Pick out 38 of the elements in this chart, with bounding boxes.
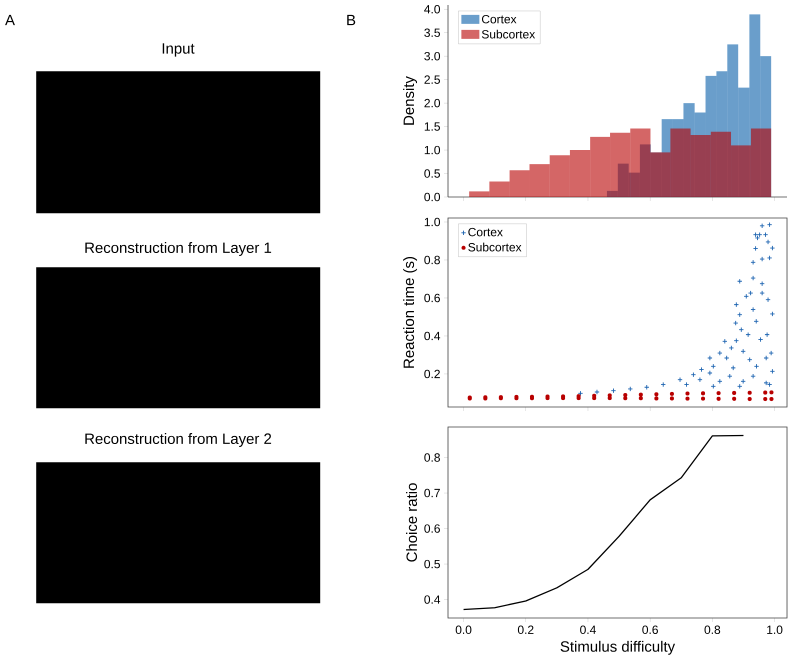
y-tick-label: 0.2 — [424, 370, 440, 378]
y-tick-label: 0.7 — [424, 488, 440, 498]
x-tick-label: 1.0 — [767, 626, 782, 634]
y-axis-title: Reaction time (s) — [403, 256, 418, 368]
text: Input — [162, 43, 195, 57]
text: B — [347, 14, 356, 26]
y-tick-label: 3.0 — [424, 52, 440, 60]
x-tick-label: 0.6 — [642, 626, 658, 634]
x-tick-label: 0.8 — [704, 626, 720, 634]
y-tick-label: 0.0 — [424, 192, 440, 202]
text: A — [5, 14, 15, 26]
y-tick-label: 0.4 — [424, 332, 440, 340]
text: Reconstruction from Layer 1 — [85, 242, 272, 256]
x-axis-title: Stimulus difficulty — [560, 640, 676, 655]
y-tick-label: 0.8 — [424, 256, 440, 264]
x-tick-label: 0.2 — [518, 626, 534, 634]
y-axis-title: Choice ratio — [406, 483, 418, 562]
x-tick-label: 0.0 — [456, 626, 472, 634]
y-tick-label: 4.0 — [424, 4, 440, 14]
y-tick-label: 0.5 — [424, 560, 440, 568]
y-tick-label: 0.5 — [424, 169, 440, 178]
legend-label: Subcortex — [482, 30, 536, 39]
y-tick-label: 2.0 — [424, 98, 440, 108]
y-tick-label: 1.0 — [424, 218, 440, 226]
y-tick-label: 0.4 — [424, 595, 440, 604]
y-tick-label: 0.6 — [424, 294, 440, 302]
y-tick-label: 0.6 — [424, 524, 440, 533]
legend-label: Cortex — [468, 228, 503, 236]
y-tick-label: 2.5 — [424, 75, 440, 84]
y-tick-label: 0.8 — [424, 453, 440, 462]
y-tick-label: 1.0 — [424, 146, 440, 154]
y-tick-label: 3.5 — [424, 28, 440, 37]
legend-label: Subcortex — [468, 242, 522, 252]
x-tick-label: 0.4 — [580, 626, 596, 634]
y-axis-title: Density — [403, 76, 418, 125]
text: Reconstruction from Layer 2 — [85, 433, 272, 447]
y-tick-label: 1.5 — [424, 122, 440, 131]
legend-label: Cortex — [482, 14, 516, 24]
